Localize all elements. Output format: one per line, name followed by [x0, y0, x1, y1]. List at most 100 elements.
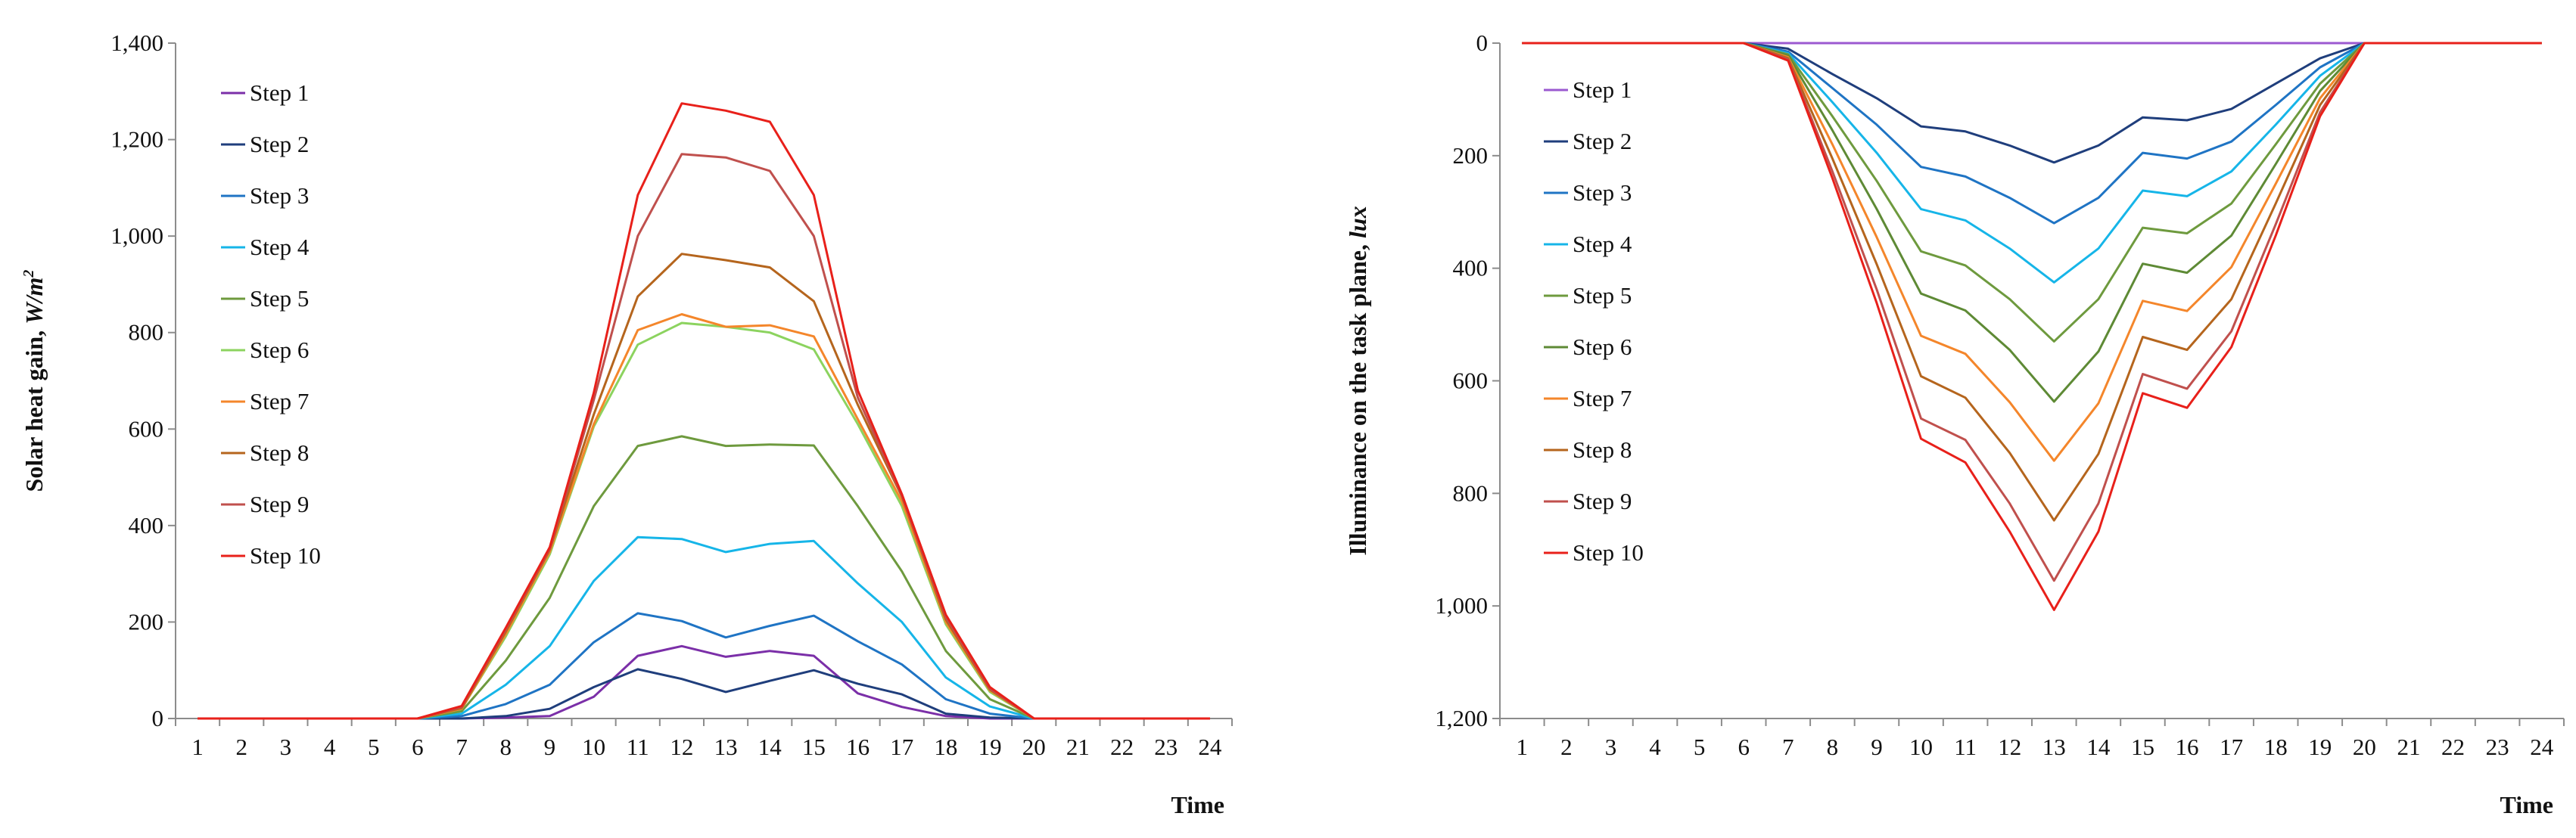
- series-line-step-8: [1522, 42, 2542, 522]
- y-tick-label: 0: [152, 705, 164, 731]
- x-tick-label: 24: [2530, 734, 2554, 760]
- y-tick-label: 200: [1453, 142, 1489, 169]
- legend-label-step-3: Step 3: [250, 182, 309, 209]
- x-tick-label: 12: [670, 734, 693, 760]
- legend-label-step-7: Step 7: [250, 388, 309, 414]
- series-line-step-2: [1522, 42, 2542, 164]
- x-tick-label: 2: [236, 734, 248, 760]
- x-tick-label: 18: [2264, 734, 2288, 760]
- series-line-step-6: [1522, 42, 2542, 403]
- x-tick-label: 15: [802, 734, 826, 760]
- x-tick-label: 13: [714, 734, 738, 760]
- y-axis-title: Solar heat gain, W/m2: [20, 270, 48, 492]
- x-tick-label: 4: [324, 734, 336, 760]
- x-tick-label: 15: [2131, 734, 2154, 760]
- series-line-step-9: [198, 153, 1210, 720]
- series-line-step-3: [1522, 42, 2542, 225]
- legend-label-step-4: Step 4: [1573, 231, 1632, 257]
- x-tick-label: 9: [1871, 734, 1883, 760]
- legend-label-step-9: Step 9: [250, 491, 309, 517]
- legend-label-step-10: Step 10: [1573, 539, 1644, 566]
- x-tick-label: 4: [1649, 734, 1661, 760]
- x-tick-label: 3: [280, 734, 292, 760]
- x-tick-label: 8: [500, 734, 512, 760]
- x-tick-label: 20: [2353, 734, 2376, 760]
- legend: Step 1 Step 2 Step 3 Step 4 Step 5 Step 6 Step…: [1544, 76, 1644, 566]
- x-tick-label: 10: [582, 734, 605, 760]
- series-line-step-8: [198, 253, 1210, 720]
- legend-label-step-5: Step 5: [1573, 282, 1632, 309]
- y-tick-label: 1,400: [110, 29, 163, 56]
- legend-label-step-6: Step 6: [1573, 334, 1632, 360]
- x-tick-label: 23: [1154, 734, 1178, 760]
- series-line-step-7: [198, 313, 1210, 720]
- x-tick-label: 2: [1560, 734, 1573, 760]
- x-tick-label: 14: [2086, 734, 2111, 760]
- series-line-step-10: [1522, 42, 2542, 611]
- y-tick-label: 0: [1476, 29, 1489, 56]
- legend-label-step-10: Step 10: [250, 542, 321, 569]
- y-tick-label: 800: [1453, 480, 1489, 506]
- x-tick-label: 21: [1066, 734, 1090, 760]
- y-tick-label: 600: [1453, 368, 1489, 394]
- series-line-step-10: [198, 102, 1210, 720]
- y-tick-label: 1,200: [1435, 705, 1488, 731]
- y-axis-title-superscript: 2: [20, 270, 37, 278]
- legend-label-step-2: Step 2: [250, 131, 309, 157]
- x-tick-label: 18: [934, 734, 957, 760]
- x-tick-label: 16: [2176, 734, 2199, 760]
- legend-label-step-5: Step 5: [250, 285, 309, 312]
- legend-label-step-8: Step 8: [1573, 436, 1632, 463]
- series-line-step-1: [198, 644, 1210, 720]
- series-line-step-7: [1522, 42, 2542, 462]
- legend: Step 1 Step 2 Step 3 Step 4 Step 5 Step 6 Step…: [221, 79, 321, 569]
- y-axis-title: Illuminance on the task plane, lux: [1344, 206, 1371, 555]
- x-tick-label: 3: [1605, 734, 1617, 760]
- x-tick-label: 14: [758, 734, 782, 760]
- legend-label-step-7: Step 7: [1573, 385, 1632, 411]
- x-tick-label: 8: [1827, 734, 1839, 760]
- x-tick-label: 11: [1954, 734, 1977, 760]
- x-tick-label: 5: [1694, 734, 1706, 760]
- x-tick-label: 10: [1909, 734, 1933, 760]
- x-tick-label: 1: [191, 734, 204, 760]
- x-tick-label: 19: [978, 734, 1002, 760]
- series-line-step-4: [1522, 42, 2542, 284]
- x-tick-label: 22: [2441, 734, 2465, 760]
- y-tick-label: 600: [129, 415, 164, 442]
- series-line-step-5: [1522, 42, 2542, 343]
- x-tick-label: 23: [2486, 734, 2509, 760]
- x-tick-label: 19: [2308, 734, 2332, 760]
- y-tick-label: 400: [129, 512, 164, 538]
- series-line-step-6: [198, 321, 1210, 720]
- x-tick-label: 11: [627, 734, 649, 760]
- legend-label-step-4: Step 4: [250, 234, 310, 260]
- y-tick-label: 400: [1453, 255, 1489, 281]
- y-axis-title-unit: lux: [1344, 206, 1371, 238]
- x-tick-label: 5: [368, 734, 380, 760]
- y-axis-title-main: Solar heat gain,: [20, 324, 48, 492]
- legend-label-step-3: Step 3: [1573, 179, 1632, 206]
- x-tick-label: 7: [456, 734, 468, 760]
- y-tick-label: 800: [129, 319, 164, 346]
- x-axis-title: Time: [1171, 791, 1224, 818]
- x-tick-label: 20: [1022, 734, 1046, 760]
- x-axis-title: Time: [2500, 791, 2553, 818]
- x-tick-label: 7: [1782, 734, 1794, 760]
- legend-label-step-2: Step 2: [1573, 128, 1632, 154]
- series-line-step-2: [198, 668, 1210, 720]
- legend-label-step-8: Step 8: [250, 439, 309, 466]
- x-tick-label: 12: [1998, 734, 2021, 760]
- x-tick-label: 24: [1198, 734, 1222, 760]
- series-line-step-5: [198, 435, 1210, 720]
- legend-label-step-1: Step 1: [250, 79, 309, 106]
- x-tick-label: 22: [1110, 734, 1134, 760]
- y-tick-label: 1,000: [110, 222, 163, 249]
- x-tick-label: 13: [2042, 734, 2066, 760]
- legend-label-step-1: Step 1: [1573, 76, 1632, 103]
- x-tick-label: 6: [1738, 734, 1750, 760]
- y-tick-label: 1,200: [110, 126, 163, 153]
